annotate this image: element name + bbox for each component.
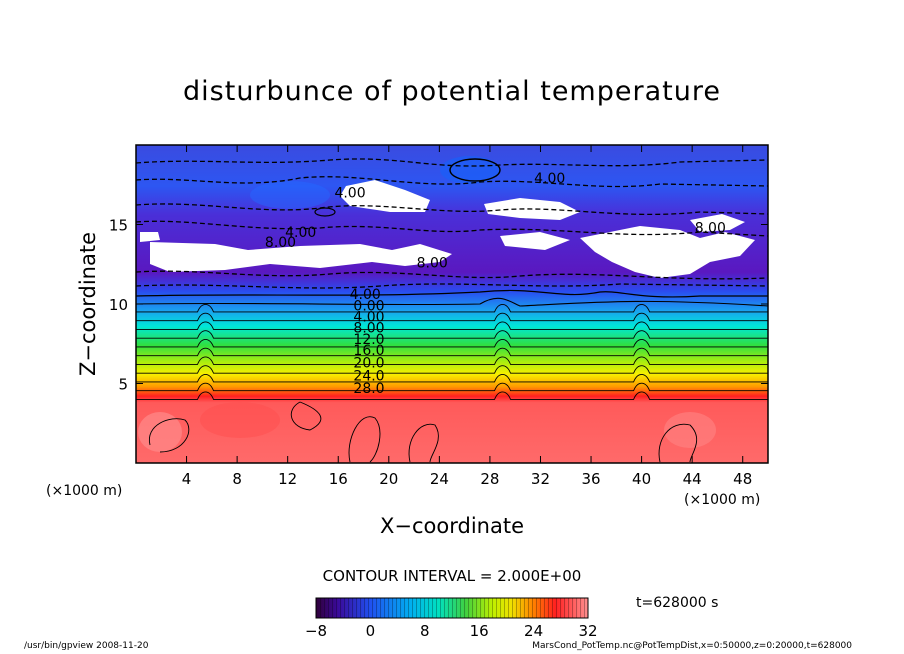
contour-line bbox=[136, 373, 768, 383]
field-patch bbox=[138, 412, 182, 452]
contour-label: 20.0 bbox=[353, 356, 384, 372]
contour-line bbox=[135, 203, 769, 216]
contour-line bbox=[136, 304, 768, 313]
contour-label: 4.00 bbox=[534, 171, 565, 187]
x-unit-left: (×1000 m) bbox=[46, 483, 123, 499]
contour-label: 4.00 bbox=[285, 225, 316, 241]
colorbar-tick-label: −8 bbox=[304, 622, 328, 640]
contour-label: 8.00 bbox=[695, 220, 726, 236]
x-tick-label: 16 bbox=[329, 470, 348, 488]
contour-line bbox=[136, 321, 768, 330]
chart-title: disturbunce of potential temperature bbox=[183, 76, 721, 107]
field-patch bbox=[200, 402, 280, 438]
contour-line bbox=[135, 289, 768, 298]
contour-label: 8.00 bbox=[417, 255, 448, 271]
colorbar-frame bbox=[315, 597, 589, 619]
colorbar-stripes bbox=[316, 598, 588, 618]
missing-region bbox=[690, 214, 745, 232]
contour-interval: CONTOUR INTERVAL = 2.000E+00 bbox=[322, 567, 582, 585]
contour-line bbox=[348, 416, 381, 463]
missing-regions bbox=[140, 180, 755, 278]
contour-stack bbox=[136, 304, 768, 400]
contour-label: 4.00 bbox=[353, 309, 384, 325]
contour-line bbox=[136, 347, 768, 357]
contour-line bbox=[135, 220, 769, 237]
x-tick-label: 12 bbox=[278, 470, 297, 488]
x-axis: 4 8 12 16 20 24 28 32 36 40 44 48 bbox=[182, 145, 752, 488]
contour-label: 0.00 bbox=[353, 298, 384, 314]
x-axis-label: X−coordinate bbox=[380, 514, 524, 538]
contour-label: 4.00 bbox=[334, 185, 365, 201]
x-unit-right: (×1000 m) bbox=[684, 492, 761, 508]
x-tick-label: 8 bbox=[232, 470, 242, 488]
y-axis-label: Z−coordinate bbox=[76, 232, 100, 376]
colorbar-tick-label: 32 bbox=[578, 622, 598, 640]
x-tick-label: 32 bbox=[531, 470, 550, 488]
y-axis: 5 10 15 bbox=[109, 217, 768, 394]
contour-line bbox=[136, 338, 768, 348]
x-tick-label: 28 bbox=[480, 470, 499, 488]
contour-line bbox=[136, 382, 768, 392]
field-patch bbox=[440, 156, 500, 184]
colorbar-tick-label: 16 bbox=[469, 622, 489, 640]
contour-line bbox=[136, 365, 768, 374]
contour-line bbox=[135, 283, 769, 289]
contour-lines bbox=[135, 158, 769, 307]
lower-contours bbox=[149, 401, 698, 463]
contour-label: 24.0 bbox=[353, 368, 384, 384]
contour-labels: 4.000.004.008.0012.016.020.024.028.08.00… bbox=[265, 171, 726, 397]
footer-right: MarsCond_PotTemp.nc@PotTempDist,x=0:5000… bbox=[532, 641, 852, 651]
contour-line bbox=[135, 176, 769, 188]
missing-region bbox=[140, 232, 160, 242]
contour-label: 16.0 bbox=[353, 343, 384, 359]
time-label: t=628000 s bbox=[636, 595, 719, 611]
missing-region bbox=[500, 232, 570, 250]
contour-label: 8.00 bbox=[265, 235, 296, 251]
contour-label: 12.0 bbox=[353, 332, 384, 348]
contour-line bbox=[136, 330, 768, 339]
contour-label: 4.00 bbox=[350, 287, 381, 303]
contour-line bbox=[449, 158, 501, 182]
contour-line bbox=[136, 391, 768, 400]
contour-line bbox=[136, 356, 768, 365]
contour-line bbox=[135, 297, 769, 307]
x-tick-label: 44 bbox=[683, 470, 702, 488]
field-patch bbox=[664, 412, 716, 448]
contour-label: 28.0 bbox=[353, 381, 384, 397]
contour-line bbox=[135, 270, 769, 280]
contour-line bbox=[408, 423, 439, 463]
contour-line bbox=[136, 312, 768, 322]
contour-line bbox=[658, 423, 698, 463]
y-tick-label: 5 bbox=[118, 376, 128, 394]
x-tick-label: 24 bbox=[430, 470, 449, 488]
colorbar-tick-label: 8 bbox=[420, 622, 430, 640]
x-tick-label: 4 bbox=[182, 470, 192, 488]
contour-line bbox=[135, 158, 769, 167]
missing-region bbox=[580, 226, 755, 278]
field-patch bbox=[250, 181, 330, 209]
missing-region bbox=[150, 242, 452, 272]
contour-line bbox=[314, 207, 336, 217]
x-tick-label: 40 bbox=[632, 470, 651, 488]
contour-line bbox=[149, 418, 190, 453]
y-tick-label: 15 bbox=[109, 217, 128, 235]
x-tick-label: 48 bbox=[733, 470, 752, 488]
colorbar-tick-label: 24 bbox=[524, 622, 544, 640]
x-tick-label: 20 bbox=[379, 470, 398, 488]
footer-left: /usr/bin/gpview 2008-11-20 bbox=[24, 641, 149, 651]
contour-line bbox=[290, 401, 322, 431]
x-tick-label: 36 bbox=[581, 470, 600, 488]
colorbar-tick-label: 0 bbox=[365, 622, 376, 640]
missing-region bbox=[340, 180, 430, 212]
y-tick-label: 10 bbox=[109, 296, 128, 314]
contour-label: 8.00 bbox=[353, 321, 384, 337]
